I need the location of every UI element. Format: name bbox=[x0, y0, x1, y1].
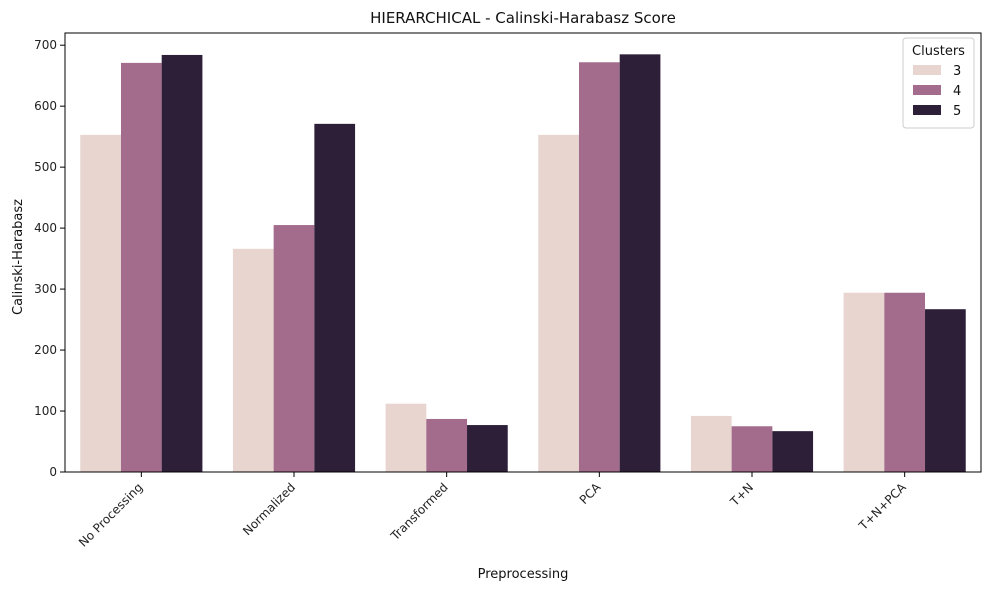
legend-label: 4 bbox=[953, 84, 961, 99]
x-tick-label: No Processing bbox=[76, 480, 145, 549]
bar bbox=[538, 134, 579, 472]
bar bbox=[314, 123, 356, 472]
y-tick-label: 100 bbox=[34, 404, 57, 418]
x-tick-label: PCA bbox=[577, 480, 604, 507]
plot-frame bbox=[64, 32, 982, 473]
bar bbox=[273, 225, 315, 472]
bar bbox=[120, 62, 162, 472]
legend-label: 3 bbox=[953, 64, 961, 79]
bar bbox=[731, 426, 773, 472]
x-tick-label: T+N+PCA bbox=[856, 480, 910, 534]
bar bbox=[426, 418, 468, 472]
legend: Clusters 3 4 5 bbox=[902, 37, 975, 129]
y-tick-label: 400 bbox=[34, 221, 57, 235]
legend-swatch bbox=[913, 105, 941, 115]
bar bbox=[925, 309, 966, 472]
y-tick-label: 0 bbox=[49, 465, 57, 479]
legend-label: 5 bbox=[953, 104, 961, 119]
bar bbox=[467, 425, 508, 472]
bar bbox=[385, 403, 427, 472]
x-axis-title: Preprocessing bbox=[478, 567, 569, 582]
y-tick-label: 700 bbox=[34, 38, 57, 52]
bar bbox=[772, 431, 814, 472]
x-tick-label: T+N bbox=[727, 480, 756, 509]
bar bbox=[161, 54, 203, 472]
x-tick-label: Transformed bbox=[387, 480, 450, 543]
y-axis-title: Calinski-Harabasz bbox=[11, 199, 26, 315]
y-tick-label: 300 bbox=[34, 282, 57, 296]
y-tick-label: 600 bbox=[34, 99, 57, 113]
legend-swatch bbox=[913, 65, 941, 75]
bar bbox=[690, 415, 732, 472]
bar bbox=[619, 54, 661, 473]
x-tick-label: Normalized bbox=[240, 480, 298, 538]
legend-swatch bbox=[913, 85, 941, 95]
y-tick-label: 200 bbox=[34, 343, 57, 357]
bar bbox=[884, 292, 926, 472]
bar bbox=[232, 248, 274, 472]
bar bbox=[578, 62, 620, 473]
bar bbox=[80, 134, 121, 472]
y-tick-label: 500 bbox=[34, 160, 57, 174]
plot-area: 0 100 200 300 400 500 600 700 No Processing Norma… bbox=[34, 32, 982, 550]
bar bbox=[843, 292, 885, 472]
legend-title: Clusters bbox=[912, 44, 965, 59]
chart-title: HIERARCHICAL - Calinski-Harabasz Score bbox=[370, 9, 676, 27]
